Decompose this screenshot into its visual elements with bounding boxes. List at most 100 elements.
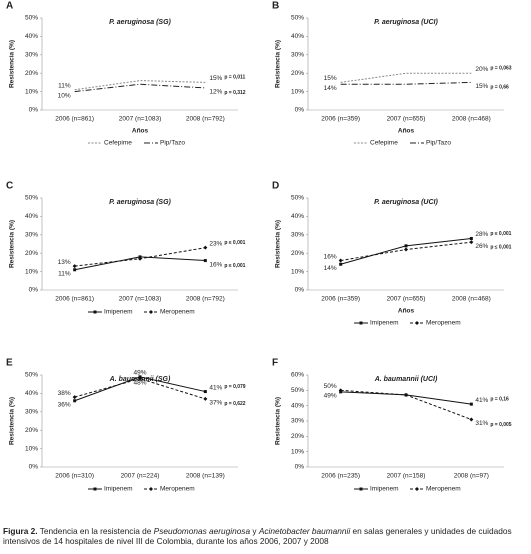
data-label: 15% xyxy=(475,83,488,90)
data-label: 10% xyxy=(58,92,71,99)
y-axis-label: Resistencia (%) xyxy=(275,220,282,268)
marker xyxy=(469,240,474,245)
p-value: p = 0,312 xyxy=(224,90,245,96)
marker xyxy=(404,244,408,248)
y-tick-label: 50% xyxy=(25,195,38,202)
data-label: 49% xyxy=(324,393,337,400)
y-tick-label: 50% xyxy=(25,372,38,379)
marker xyxy=(338,388,343,393)
marker xyxy=(415,487,419,491)
p-value: p ≤ 0,001 xyxy=(490,231,511,237)
marker xyxy=(93,310,97,314)
panel-letter: D xyxy=(272,181,279,192)
p-value: p = 0,005 xyxy=(490,422,511,428)
caption-text: Pseudomonas aeruginosa xyxy=(153,526,251,536)
y-tick-label: 40% xyxy=(291,33,304,40)
y-tick-label: 20% xyxy=(291,70,304,77)
x-tick-label: 2008 (n=468) xyxy=(452,116,491,123)
legend-label: Meropenem xyxy=(160,309,195,316)
y-tick-label: 50% xyxy=(25,15,38,22)
marker xyxy=(469,402,473,406)
data-label: 38% xyxy=(58,390,71,397)
y-tick-label: 0% xyxy=(295,107,305,114)
p-value: p = 0,66 xyxy=(490,85,509,91)
legend-label: Meropenem xyxy=(160,486,195,493)
x-tick-label: 2007 (n=158) xyxy=(387,473,426,480)
marker xyxy=(72,395,77,400)
marker xyxy=(73,268,77,272)
y-tick-label: 0% xyxy=(295,287,305,294)
p-value: p = 0,011 xyxy=(224,75,245,81)
data-label: 50% xyxy=(324,383,337,390)
panel-letter: E xyxy=(6,358,13,369)
legend-label: Meropenem xyxy=(426,486,461,493)
y-tick-label: 20% xyxy=(25,427,38,434)
marker xyxy=(359,487,363,491)
data-label: 14% xyxy=(324,265,337,272)
data-label: 16% xyxy=(324,253,337,260)
data-label: 48% xyxy=(133,379,146,386)
marker xyxy=(203,245,208,250)
data-label: 11% xyxy=(58,82,71,89)
data-label: 28% xyxy=(475,231,488,238)
marker xyxy=(469,236,473,240)
x-axis-label: Años xyxy=(132,128,149,135)
data-label: 26% xyxy=(475,243,488,250)
y-tick-label: 20% xyxy=(291,433,304,440)
series-line xyxy=(74,80,206,91)
x-tick-label: 2006 (n=861) xyxy=(55,296,94,303)
marker xyxy=(203,259,207,263)
series-line xyxy=(74,83,206,93)
y-tick-label: 0% xyxy=(295,464,305,471)
y-tick-label: 10% xyxy=(291,448,304,455)
marker xyxy=(404,247,408,252)
series-line xyxy=(340,81,472,85)
marker xyxy=(359,321,363,325)
y-tick-label: 10% xyxy=(25,445,38,452)
x-tick-label: 2008 (n=792) xyxy=(186,116,225,123)
marker xyxy=(149,487,153,491)
chart-title: P. aeruginosa (SG) xyxy=(109,19,171,26)
y-tick-label: 30% xyxy=(291,418,304,425)
y-tick-label: 20% xyxy=(291,250,304,257)
legend-label: Pip/Tazo xyxy=(426,140,451,147)
x-tick-label: 2008 (n=97) xyxy=(454,473,489,480)
y-tick-label: 0% xyxy=(29,287,39,294)
legend-label: Pip/Tazo xyxy=(160,140,185,147)
y-tick-label: 40% xyxy=(25,33,38,40)
marker xyxy=(149,310,153,314)
data-label: 20% xyxy=(475,66,488,73)
x-tick-label: 2008 (n=139) xyxy=(186,473,225,480)
p-value: p ≤ 0,001 xyxy=(490,244,511,250)
marker xyxy=(203,390,207,394)
x-tick-label: 2006 (n=359) xyxy=(321,116,360,123)
x-tick-label: 2007 (n=655) xyxy=(387,116,426,123)
chart-title: P. aeruginosa (UCI) xyxy=(374,19,438,26)
y-tick-label: 0% xyxy=(29,107,39,114)
y-tick-label: 30% xyxy=(291,232,304,239)
y-tick-label: 30% xyxy=(25,409,38,416)
y-axis-label: Resistencia (%) xyxy=(275,40,282,88)
panel-letter: C xyxy=(6,181,13,192)
y-tick-label: 50% xyxy=(291,195,304,202)
y-axis-label: Resistencia (%) xyxy=(9,40,16,88)
legend-label: Imipenem xyxy=(104,309,133,316)
p-value: p = 0,16 xyxy=(490,396,509,402)
x-tick-label: 2007 (n=224) xyxy=(121,473,160,480)
y-tick-label: 30% xyxy=(291,52,304,59)
x-tick-label: 2006 (n=235) xyxy=(321,473,360,480)
marker xyxy=(203,396,208,401)
x-tick-label: 2008 (n=792) xyxy=(186,296,225,303)
y-tick-label: 10% xyxy=(25,88,38,95)
caption-text: Tendencia en la resistencia de xyxy=(37,526,154,536)
marker xyxy=(404,392,408,397)
legend-label: Cefepime xyxy=(370,140,398,147)
caption-label: Figura 2. xyxy=(3,526,38,536)
marker xyxy=(138,256,142,261)
data-label: 41% xyxy=(475,397,488,404)
marker xyxy=(93,487,97,491)
x-tick-label: 2008 (n=468) xyxy=(452,296,491,303)
x-axis-label: Años xyxy=(398,128,415,135)
x-tick-label: 2007 (n=1083) xyxy=(119,296,161,303)
